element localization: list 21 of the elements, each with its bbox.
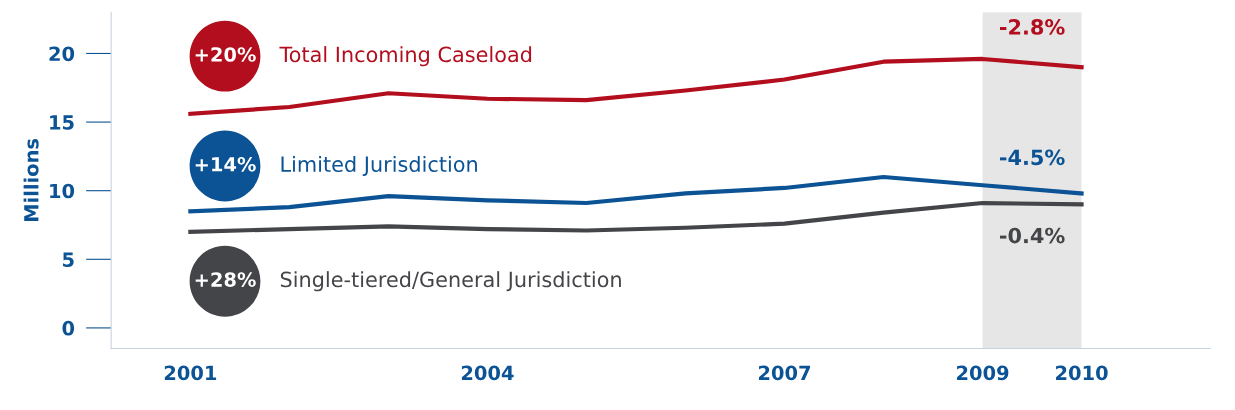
annotation: +20% — [195, 47, 256, 62]
y-tick-label: 20 — [49, 46, 75, 62]
series-label: Total Incoming Caseload — [279, 46, 532, 67]
x-tick-label: 2007 — [758, 365, 811, 381]
y-axis-title: Millions — [23, 138, 39, 222]
annotation: -0.4% — [999, 227, 1065, 244]
annotation: +28% — [195, 272, 256, 287]
annotation: -2.8% — [999, 19, 1065, 35]
line-series — [188, 174, 1084, 214]
x-tick-label: 2001 — [164, 365, 217, 381]
x-tick-label: 2010 — [1056, 365, 1108, 381]
x-tick-label: 2004 — [461, 365, 514, 381]
y-tick-label: 0 — [62, 320, 75, 336]
y-tick-label: 5 — [63, 252, 74, 267]
series-label: Single-tiered/General Jurisdiction — [280, 271, 621, 292]
annotation: -4.5% — [999, 149, 1065, 166]
annotation: +14% — [195, 156, 256, 172]
y-tick-label: 15 — [50, 115, 74, 130]
series-label: Limited Jurisdiction — [281, 155, 477, 176]
x-tick-label: 2009 — [957, 365, 1009, 381]
y-tick-label: 10 — [50, 183, 75, 199]
